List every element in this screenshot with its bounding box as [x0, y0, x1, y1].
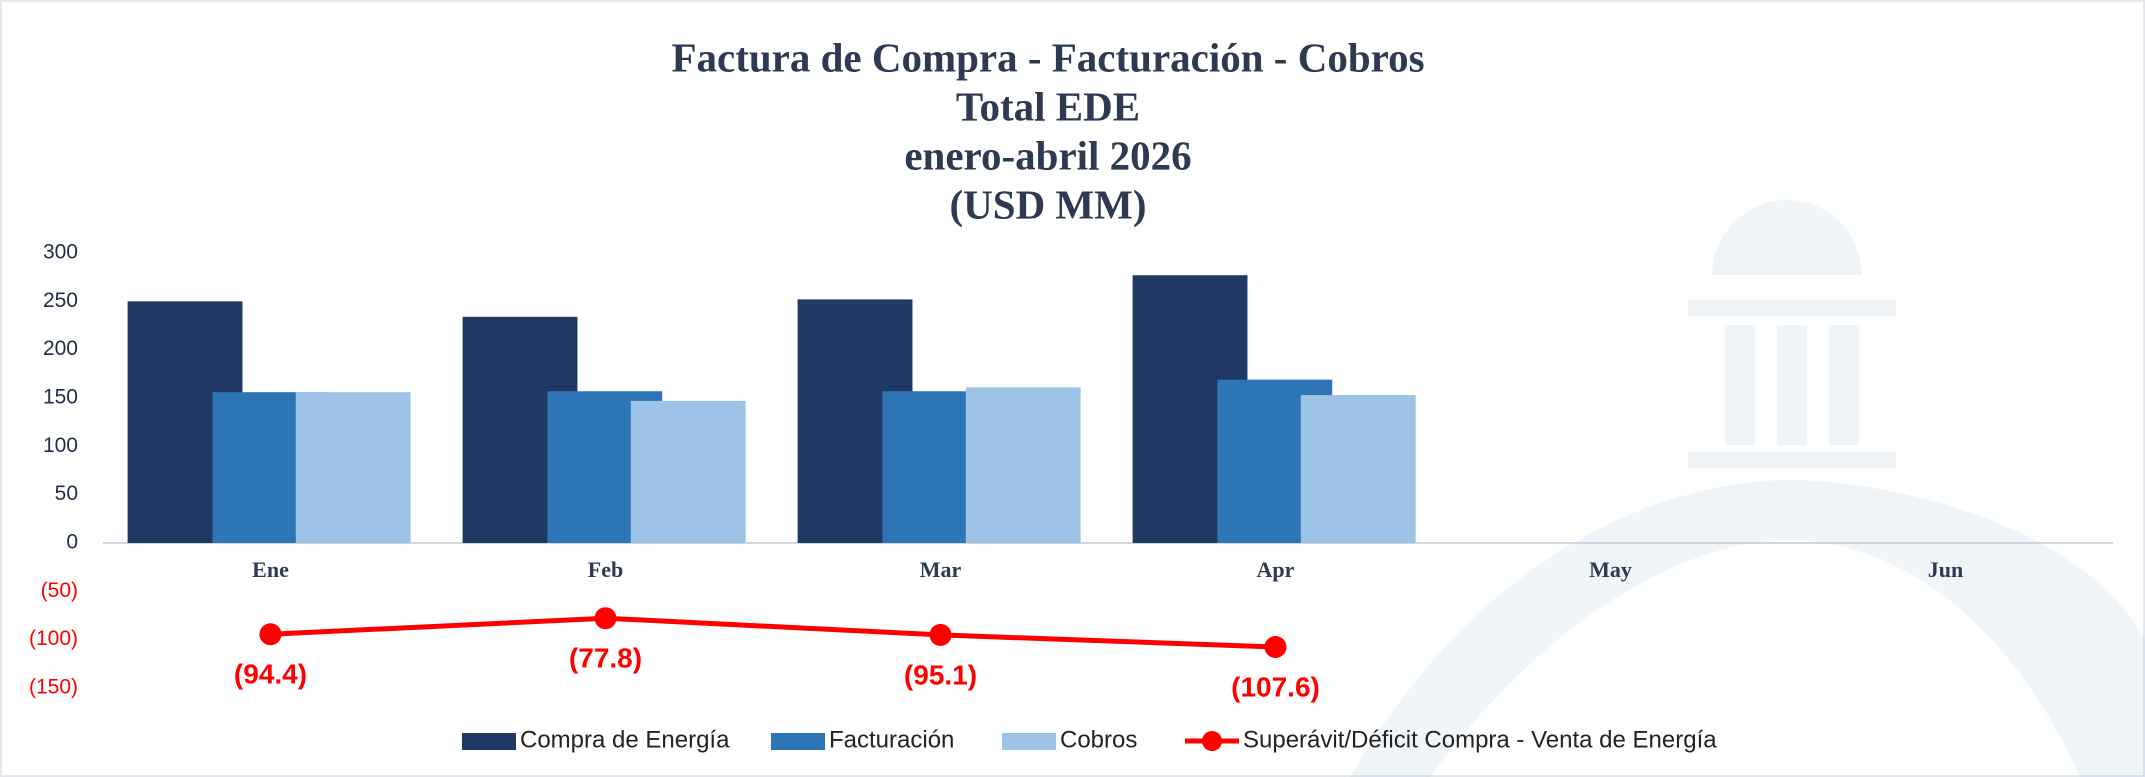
y-tick-label: 250 [43, 289, 78, 312]
y-tick-label: 150 [43, 386, 78, 409]
chart-title: enero-abril 2026 [904, 132, 1191, 178]
y-tick-label: (150) [29, 676, 78, 699]
bar [631, 401, 746, 543]
chart-title: Factura de Compra - Facturación - Cobros [671, 34, 1424, 80]
legend-swatch [1202, 731, 1222, 751]
bar [296, 392, 411, 543]
y-tick-label: 200 [43, 337, 78, 360]
y-tick-label: 300 [43, 241, 78, 264]
legend-swatch [462, 733, 516, 750]
y-tick-label: (100) [29, 627, 78, 650]
x-tick-label: Feb [588, 557, 623, 582]
y-tick-label: 0 [66, 531, 78, 554]
line-marker [260, 623, 282, 645]
line-marker [1265, 636, 1287, 658]
data-label: (77.8) [569, 643, 642, 674]
chart-title: Total EDE [956, 83, 1140, 129]
x-tick-label: Jun [1928, 557, 1963, 582]
bar [966, 387, 1081, 543]
chart: Factura de Compra - Facturación - Cobros… [0, 0, 2145, 777]
bar [1301, 395, 1416, 543]
y-tick-label: (50) [41, 579, 78, 602]
legend-swatch [771, 733, 825, 750]
data-label: (95.1) [904, 659, 977, 690]
x-tick-label: May [1589, 557, 1632, 582]
chart-title: (USD MM) [950, 181, 1147, 227]
legend-swatch [1002, 733, 1056, 750]
legend-label: Cobros [1060, 726, 1137, 753]
data-label: (107.6) [1231, 671, 1320, 702]
x-tick-label: Apr [1257, 557, 1295, 582]
y-tick-label: 100 [43, 434, 78, 457]
x-tick-label: Mar [920, 557, 962, 582]
line-marker [930, 624, 952, 646]
data-label: (94.4) [234, 659, 307, 690]
legend-label: Compra de Energía [520, 726, 730, 753]
line-marker [595, 607, 617, 629]
legend-label: Facturación [829, 726, 954, 753]
legend-label: Superávit/Déficit Compra - Venta de Ener… [1243, 726, 1717, 753]
x-tick-label: Ene [252, 557, 289, 582]
y-tick-label: 50 [55, 482, 78, 505]
